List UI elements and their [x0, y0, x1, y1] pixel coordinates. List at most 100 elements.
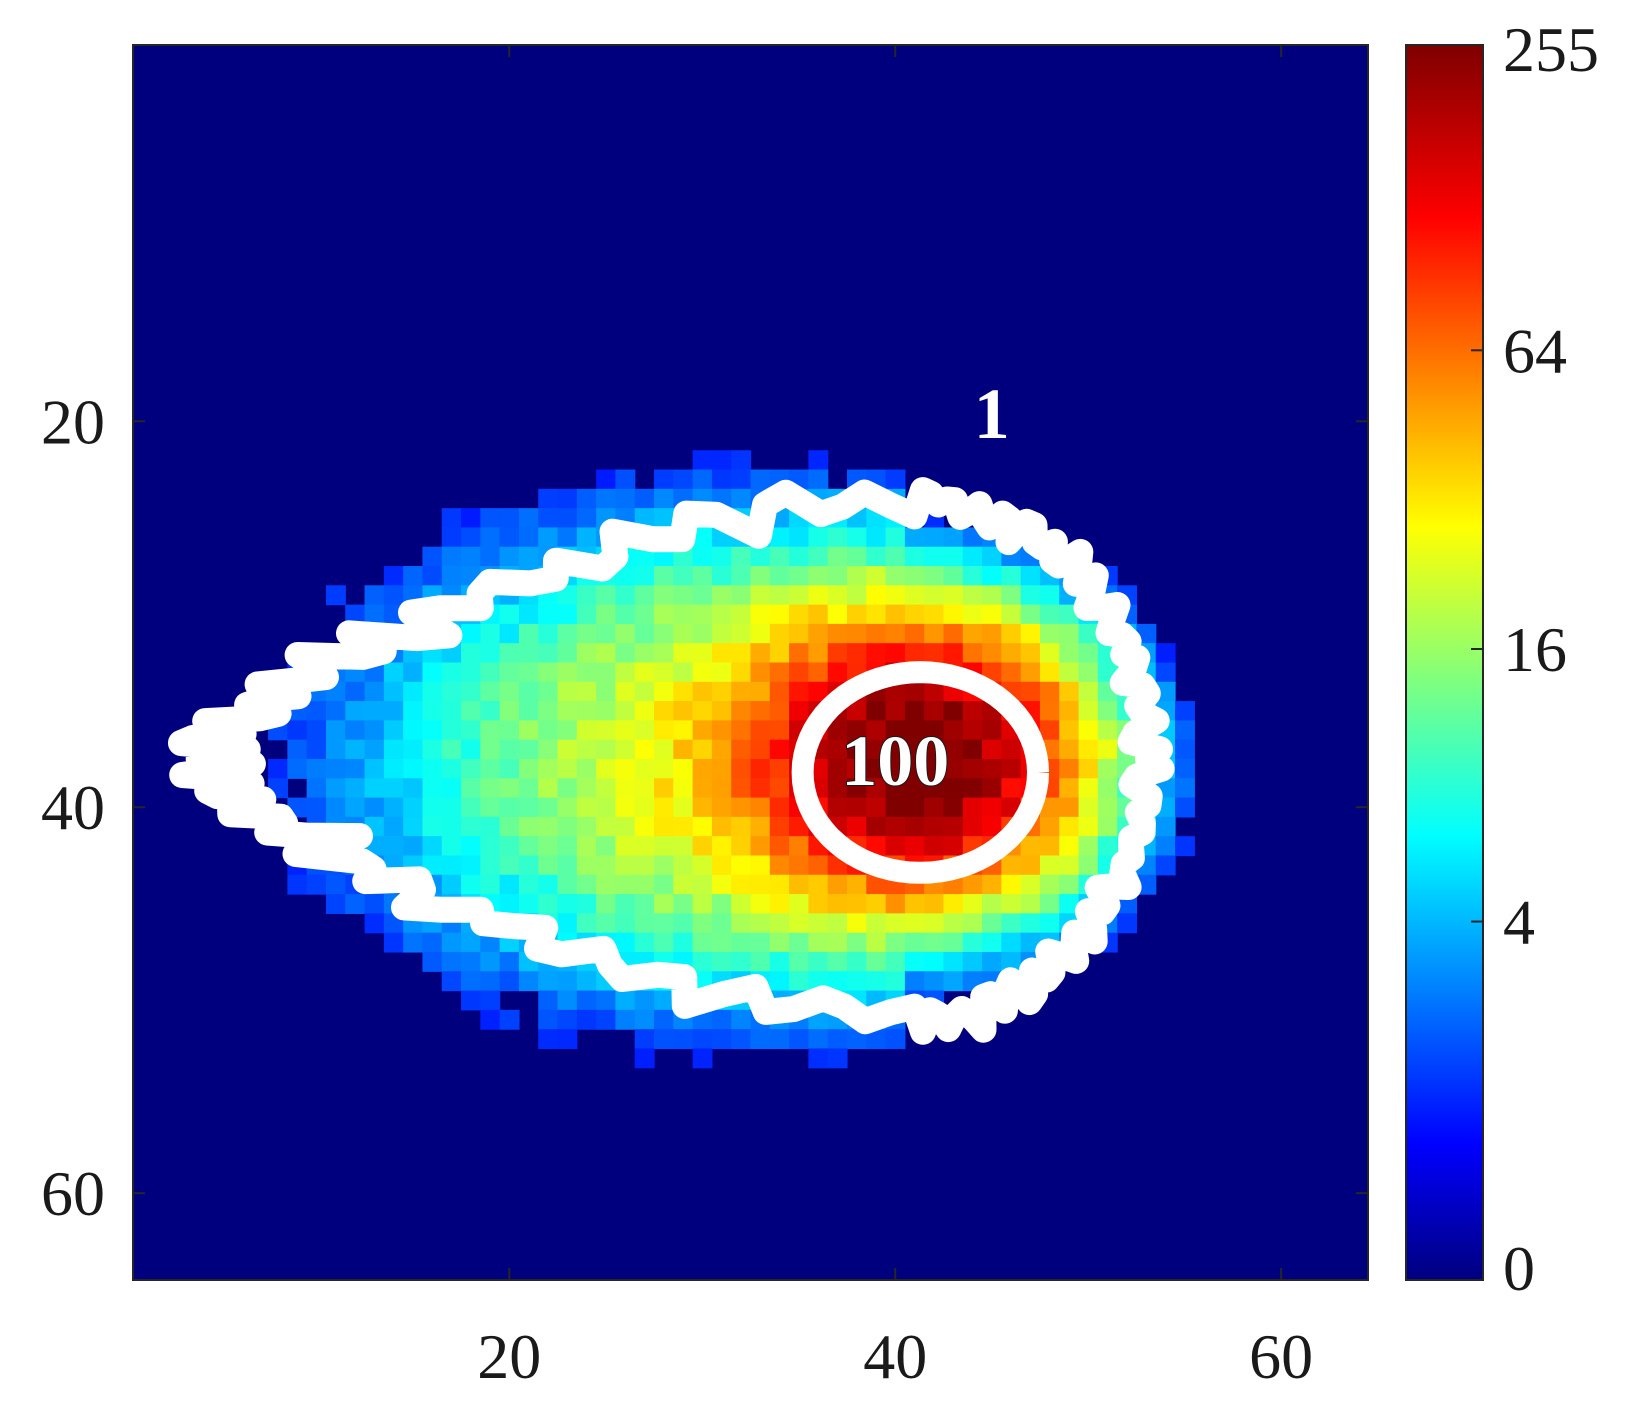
heatmap-cell — [480, 662, 501, 683]
heatmap-cell — [731, 488, 752, 509]
heatmap-cell — [750, 681, 771, 702]
heatmap-cell — [866, 623, 887, 644]
heatmap-cell — [673, 585, 694, 606]
heatmap-cell — [287, 720, 308, 741]
heatmap-cell — [769, 758, 790, 779]
heatmap-cell — [557, 797, 578, 818]
heatmap-cell — [808, 643, 829, 664]
heatmap-cell — [943, 720, 964, 741]
heatmap-cell — [692, 585, 713, 606]
heatmap-cell — [962, 720, 983, 741]
heatmap-cell — [827, 585, 848, 606]
heatmap-cell — [538, 816, 559, 837]
heatmap-cell — [1039, 816, 1060, 837]
heatmap-cell — [866, 778, 887, 799]
heatmap-cell — [557, 488, 578, 509]
heatmap-cell — [769, 527, 790, 548]
heatmap-cell — [499, 1009, 520, 1030]
heatmap-cell — [654, 913, 674, 934]
heatmap-cell — [827, 778, 848, 799]
heatmap-cell — [557, 720, 578, 741]
heatmap-cell — [499, 778, 520, 799]
heatmap-cell — [461, 932, 481, 953]
heatmap-cell — [846, 643, 867, 664]
heatmap-cell — [731, 1009, 752, 1030]
heatmap-cell — [1039, 662, 1060, 683]
heatmap-cell — [1039, 585, 1060, 606]
heatmap-cell — [750, 855, 771, 876]
heatmap-cell — [673, 623, 694, 644]
heatmap-cell — [808, 527, 829, 548]
heatmap-cell — [866, 971, 887, 992]
heatmap-cell — [692, 874, 713, 895]
heatmap-cell — [846, 546, 867, 567]
heatmap-cell — [750, 701, 771, 721]
heatmap-cell — [1078, 643, 1099, 664]
heatmap-cell — [441, 855, 462, 876]
heatmap-cell — [441, 739, 462, 760]
heatmap-cell — [769, 585, 790, 606]
heatmap-cell — [634, 662, 655, 683]
heatmap-cell — [538, 662, 559, 683]
heatmap-cell — [461, 527, 481, 548]
heatmap-cell — [885, 585, 906, 606]
heatmap-cell — [499, 894, 520, 914]
heatmap-cell — [634, 932, 655, 953]
heatmap-cell — [538, 623, 559, 644]
heatmap-cell — [557, 508, 578, 529]
heatmap-cell — [422, 566, 443, 586]
contour-label-1: 1 — [974, 374, 1010, 454]
heatmap-cell — [634, 720, 655, 741]
heatmap-cell — [692, 720, 713, 741]
heatmap-cell — [1001, 739, 1022, 760]
heatmap-cell — [403, 566, 424, 586]
heatmap-cell — [885, 778, 906, 799]
heatmap-cell — [634, 990, 655, 1011]
heatmap-cell — [480, 643, 501, 664]
heatmap-cell — [287, 739, 308, 760]
heatmap-cell — [557, 739, 578, 760]
heatmap-cell — [1059, 855, 1080, 876]
heatmap-cell — [518, 874, 539, 895]
heatmap-cell — [769, 874, 790, 895]
heatmap-cell — [673, 836, 694, 857]
heatmap-cell — [364, 681, 385, 702]
heatmap-cell — [499, 739, 520, 760]
heatmap-cell — [711, 739, 732, 760]
heatmap-cell — [885, 623, 906, 644]
heatmap-cell — [480, 874, 501, 895]
heatmap-cell — [750, 739, 771, 760]
heatmap-cell — [576, 758, 597, 779]
heatmap-cell — [364, 894, 385, 914]
heatmap-cell — [866, 797, 887, 818]
heatmap-cell — [789, 643, 809, 664]
heatmap-cell — [982, 566, 1002, 586]
colorbar-tick-label: 4 — [1503, 887, 1535, 958]
heatmap-cell — [750, 469, 771, 490]
heatmap-cell — [306, 720, 327, 741]
heatmap-cell — [518, 836, 539, 857]
heatmap-cell — [711, 836, 732, 857]
heatmap-cell — [518, 758, 539, 779]
heatmap-cell — [654, 566, 674, 586]
heatmap-cell — [557, 1029, 578, 1050]
heatmap-cell — [1001, 913, 1022, 934]
y-tick-label: 60 — [41, 1158, 105, 1229]
heatmap-cell — [615, 739, 636, 760]
heatmap-cell — [538, 488, 559, 509]
heatmap-cell — [808, 546, 829, 567]
x-axis-ticks: 20 40 60 — [477, 45, 1313, 1392]
heatmap-cell — [750, 797, 771, 818]
heatmap-cell — [962, 951, 983, 972]
heatmap-cell — [596, 836, 617, 857]
heatmap-cell — [769, 604, 790, 625]
heatmap-cell — [904, 566, 925, 586]
heatmap-cell — [345, 720, 366, 741]
heatmap-cell — [441, 546, 462, 567]
heatmap-cell — [441, 778, 462, 799]
heatmap-cell — [885, 1029, 906, 1050]
heatmap-cell — [596, 913, 617, 934]
heatmap-cell — [634, 623, 655, 644]
heatmap-cell — [576, 508, 597, 529]
